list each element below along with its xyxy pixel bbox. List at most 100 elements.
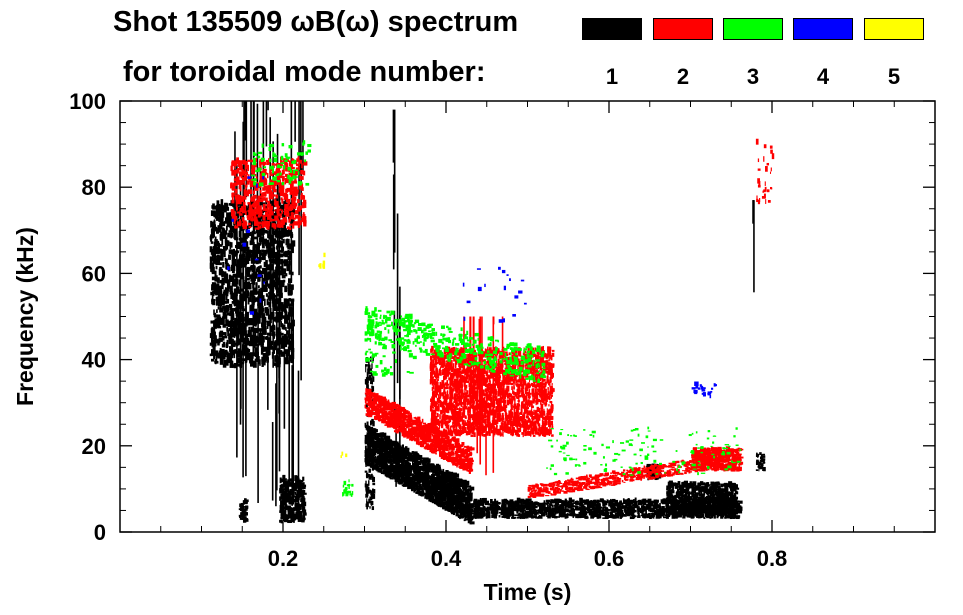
spectral-pixel — [245, 347, 249, 356]
spectral-pixel — [401, 469, 406, 474]
spectral-pixel — [659, 509, 663, 515]
spectral-pixel — [371, 475, 374, 481]
spectral-pixel — [447, 488, 452, 491]
spectral-pixel — [696, 514, 699, 519]
spectral-pixel — [369, 432, 373, 436]
spectral-pixel — [487, 512, 490, 516]
spectral-pixel — [630, 511, 633, 516]
spectral-pixel — [579, 513, 583, 518]
spectral-pixel — [243, 308, 246, 312]
spectral-pixel — [411, 485, 415, 488]
spectral-pixel — [389, 473, 394, 477]
spectral-pixel — [214, 359, 217, 365]
spectral-pixel — [294, 487, 297, 491]
spectral-pixel — [466, 507, 470, 511]
spectral-pixel — [597, 510, 600, 514]
spectral-pixel — [230, 319, 234, 325]
spectral-pixel — [624, 509, 627, 513]
spectral-pixel — [406, 464, 411, 469]
spectral-pixel — [400, 446, 404, 452]
spectral-pixel — [538, 506, 542, 510]
spectral-pixel — [243, 337, 246, 345]
spectral-pixel — [302, 515, 306, 521]
spectral-pixel — [289, 507, 295, 512]
spectral-pixel — [368, 498, 371, 504]
spectral-pixel — [271, 283, 274, 289]
legend-label-mode-5: 5 — [887, 64, 901, 89]
spectral-pixel — [288, 250, 292, 257]
spectral-pixel — [645, 511, 647, 515]
spectral-pixel — [213, 284, 217, 289]
spectral-pixel — [443, 483, 448, 487]
spectral-pixel — [371, 506, 375, 511]
spectral-pixel — [381, 435, 385, 438]
spectral-pixel — [636, 504, 639, 508]
spectral-pixel — [217, 352, 222, 359]
spectral-pixel — [364, 439, 366, 445]
spectral-pixel — [229, 346, 234, 352]
spectral-pixel — [658, 503, 661, 505]
spectral-pixel — [452, 476, 457, 481]
spectral-pixel — [272, 362, 277, 366]
spectral-pixel — [452, 496, 458, 500]
spectral-pixel — [273, 238, 277, 244]
spectral-pixel — [698, 512, 703, 515]
spectral-pixel — [677, 514, 682, 517]
spectral-pixel — [221, 239, 224, 246]
spectral-pixel — [365, 463, 367, 467]
spectral-pixel — [521, 511, 524, 516]
spectral-pixel — [591, 508, 596, 511]
spectral-pixel — [477, 514, 482, 518]
spectral-pixel — [228, 359, 231, 364]
spectral-pixel — [299, 513, 302, 518]
spectral-pixel — [529, 516, 533, 518]
spectral-pixel — [448, 492, 452, 495]
spectral-pixel — [378, 450, 381, 453]
spectral-pixel — [372, 433, 374, 439]
spectral-pixel — [282, 484, 287, 488]
spectral-pixel — [367, 364, 370, 370]
spectral-pixel — [228, 333, 232, 336]
spectral-pixel — [236, 265, 241, 272]
spectral-pixel — [406, 457, 412, 462]
spectral-pixel — [287, 479, 290, 483]
spectral-pixel — [423, 472, 427, 475]
legend-label-mode-2: 2 — [676, 64, 690, 89]
spectral-pixel — [279, 332, 284, 336]
spectral-pixel — [294, 495, 298, 500]
spectral-pixel — [270, 345, 274, 350]
spectral-pixel — [462, 479, 467, 485]
spectral-pixel — [291, 517, 295, 522]
spectral-pixel — [372, 448, 375, 452]
spectral-pixel — [296, 495, 300, 501]
spectral-pixel — [450, 485, 453, 490]
spectral-pixel — [365, 480, 367, 484]
spectral-pixel — [379, 432, 383, 436]
spectral-pixel — [459, 511, 462, 516]
spectral-pixel — [396, 457, 399, 460]
spectral-pixel — [491, 512, 496, 515]
spectral-pixel — [641, 511, 644, 515]
spectral-pixel — [421, 478, 425, 482]
spectral-pixel — [612, 515, 617, 519]
spectral-pixel — [488, 509, 493, 511]
spectral-pixel — [566, 502, 569, 506]
spectral-pixel — [437, 490, 441, 493]
spectral-pixel — [598, 502, 601, 507]
spectral-pixel — [428, 492, 433, 498]
spectral-pixel — [404, 482, 410, 487]
spectral-pixel — [366, 442, 370, 445]
spectral-pixel — [218, 278, 220, 284]
spectral-pixel — [494, 506, 498, 511]
spectral-pixel — [561, 500, 565, 505]
spectral-pixel — [424, 467, 428, 471]
spectral-pixel — [461, 493, 465, 497]
spectral-pixel — [371, 386, 374, 390]
spectral-pixel — [380, 465, 385, 470]
spectral-pixel — [252, 322, 256, 326]
spectral-pixel — [720, 515, 724, 519]
spectral-pixel — [476, 504, 481, 507]
spectral-pixel — [365, 404, 368, 408]
spectral-pixel — [665, 503, 670, 507]
spectral-pixel — [448, 476, 453, 482]
